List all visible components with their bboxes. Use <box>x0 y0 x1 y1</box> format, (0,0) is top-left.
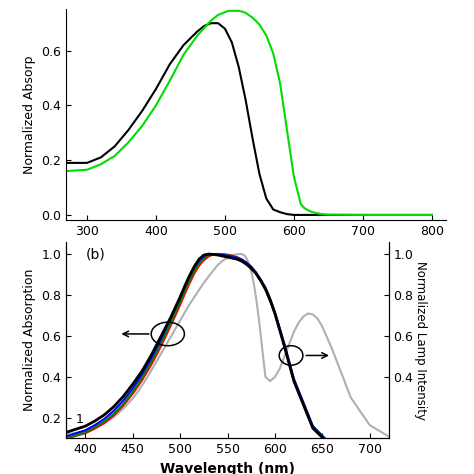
Y-axis label: Normalized Absorption: Normalized Absorption <box>23 269 36 411</box>
X-axis label: Wavelength (nm): Wavelength (nm) <box>189 244 323 258</box>
Y-axis label: Normalized Lamp Intensity: Normalized Lamp Intensity <box>414 261 428 419</box>
X-axis label: Wavelength (nm): Wavelength (nm) <box>160 462 295 474</box>
Text: (b): (b) <box>86 247 105 262</box>
Y-axis label: Normalized Absorp: Normalized Absorp <box>23 56 36 174</box>
Text: 1: 1 <box>76 413 84 426</box>
